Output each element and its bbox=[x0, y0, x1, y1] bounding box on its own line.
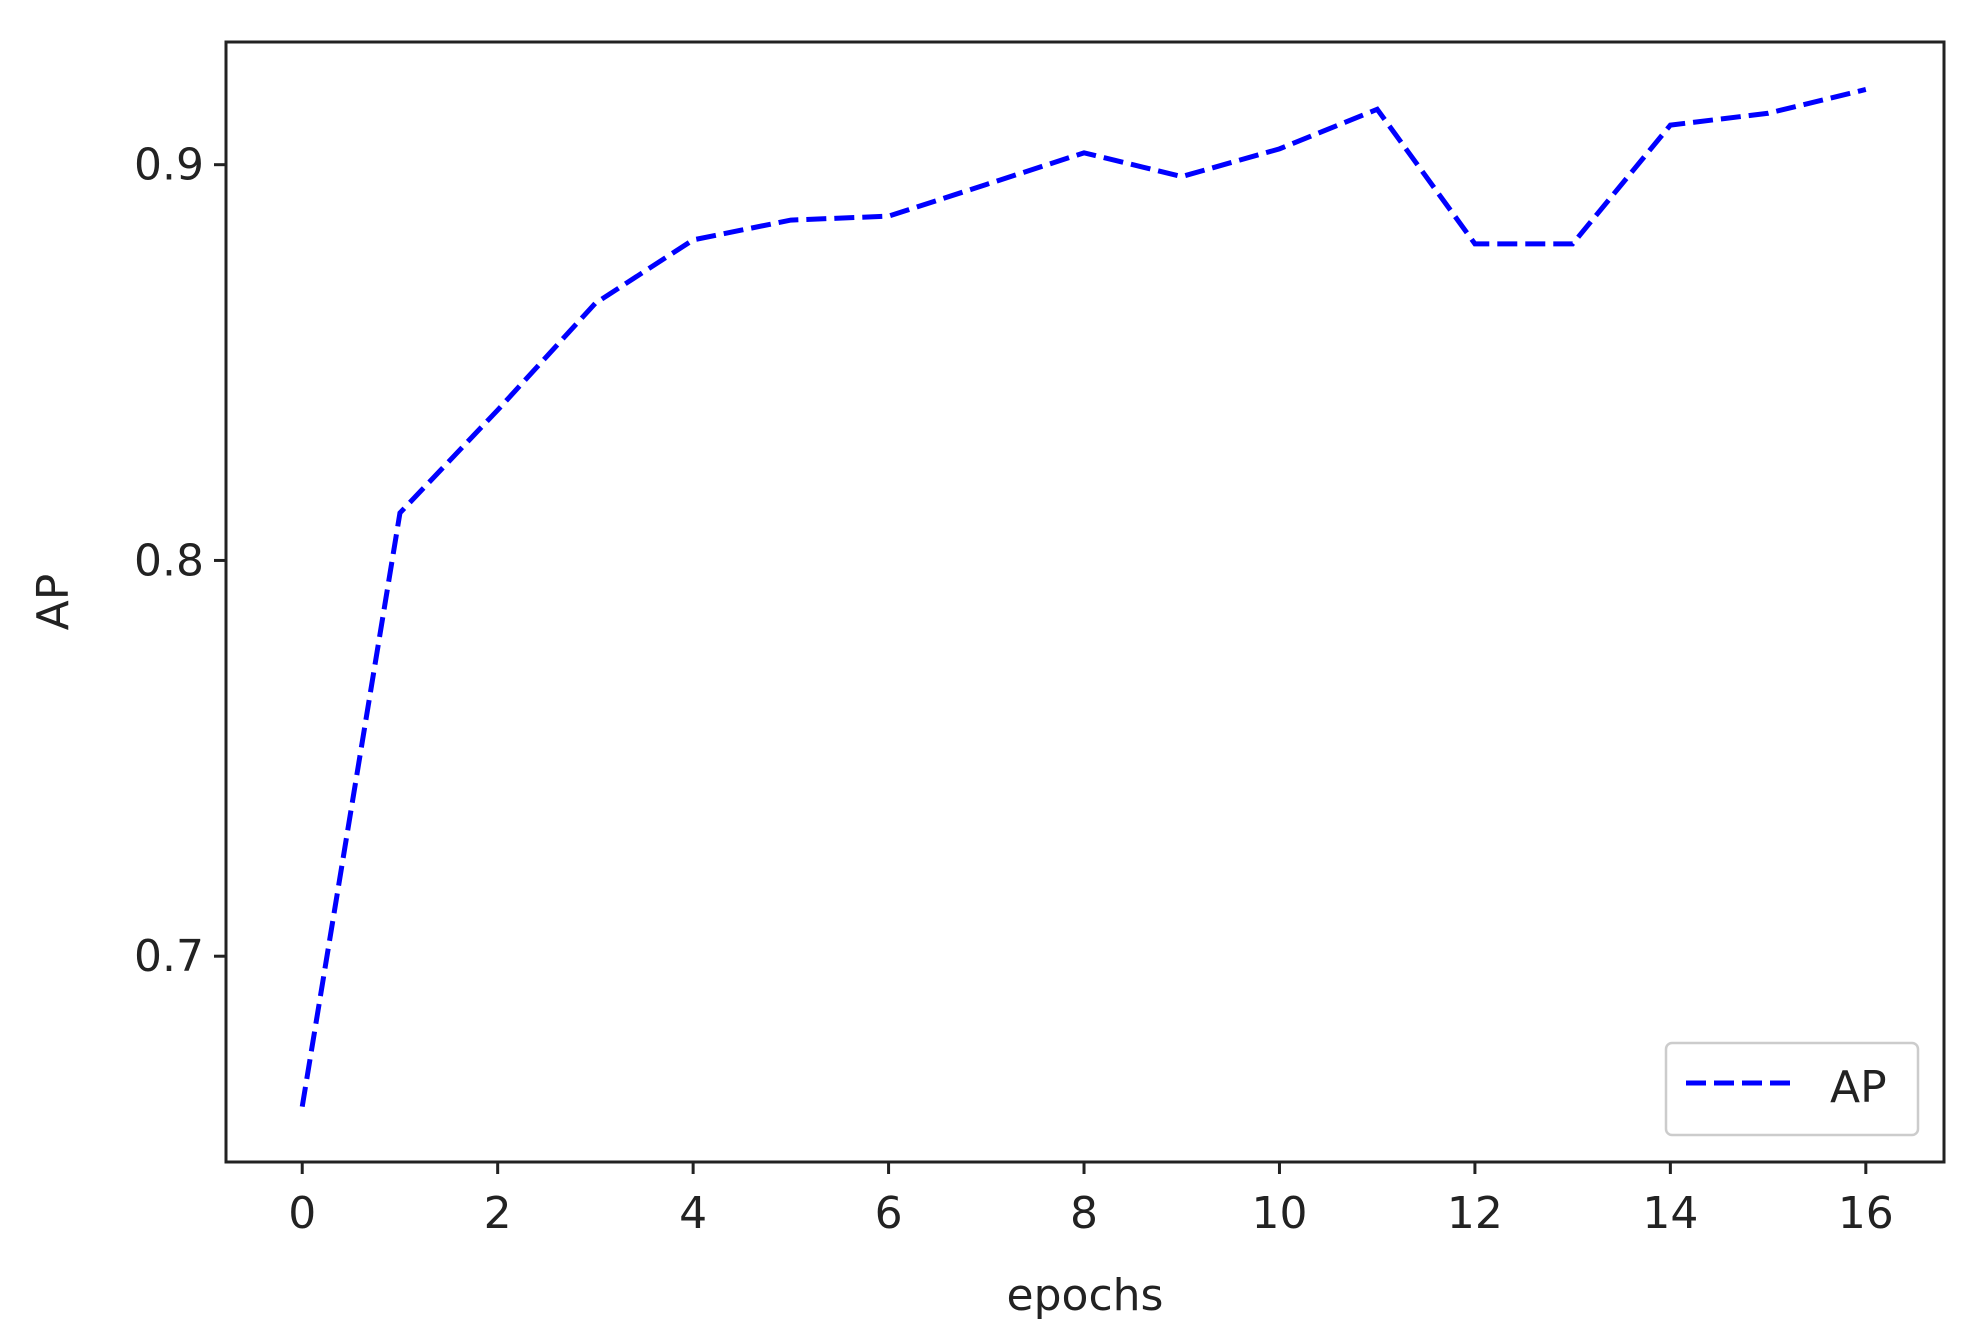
x-tick-label: 10 bbox=[1251, 1188, 1307, 1239]
y-tick-label: 0.9 bbox=[134, 140, 204, 191]
x-tick-label: 14 bbox=[1642, 1188, 1698, 1239]
x-tick-label: 6 bbox=[875, 1188, 903, 1239]
plot-area bbox=[299, 87, 1867, 1107]
legend-box bbox=[1664, 1041, 1920, 1137]
x-axis: 0 2 4 6 8 10 12 14 16 bbox=[288, 1162, 1894, 1239]
y-tick-label: 0.8 bbox=[134, 535, 204, 586]
x-tick-label: 0 bbox=[288, 1188, 316, 1239]
y-tick-label: 0.7 bbox=[134, 931, 204, 982]
x-tick-label: 2 bbox=[484, 1188, 512, 1239]
legend-label: AP bbox=[1830, 1062, 1887, 1113]
x-tick-label: 4 bbox=[679, 1188, 707, 1239]
x-tick-label: 16 bbox=[1838, 1188, 1894, 1239]
x-tick-label: 12 bbox=[1447, 1188, 1503, 1239]
axes-frame bbox=[224, 40, 1946, 1164]
y-axis: 0.7 0.8 0.9 bbox=[134, 140, 226, 982]
series-line-AP bbox=[299, 87, 1867, 1107]
x-tick-label: 8 bbox=[1070, 1188, 1098, 1239]
legend: AP bbox=[1664, 1041, 1920, 1137]
x-axis-label: epochs bbox=[1007, 1270, 1164, 1321]
y-axis-label: AP bbox=[28, 574, 79, 631]
